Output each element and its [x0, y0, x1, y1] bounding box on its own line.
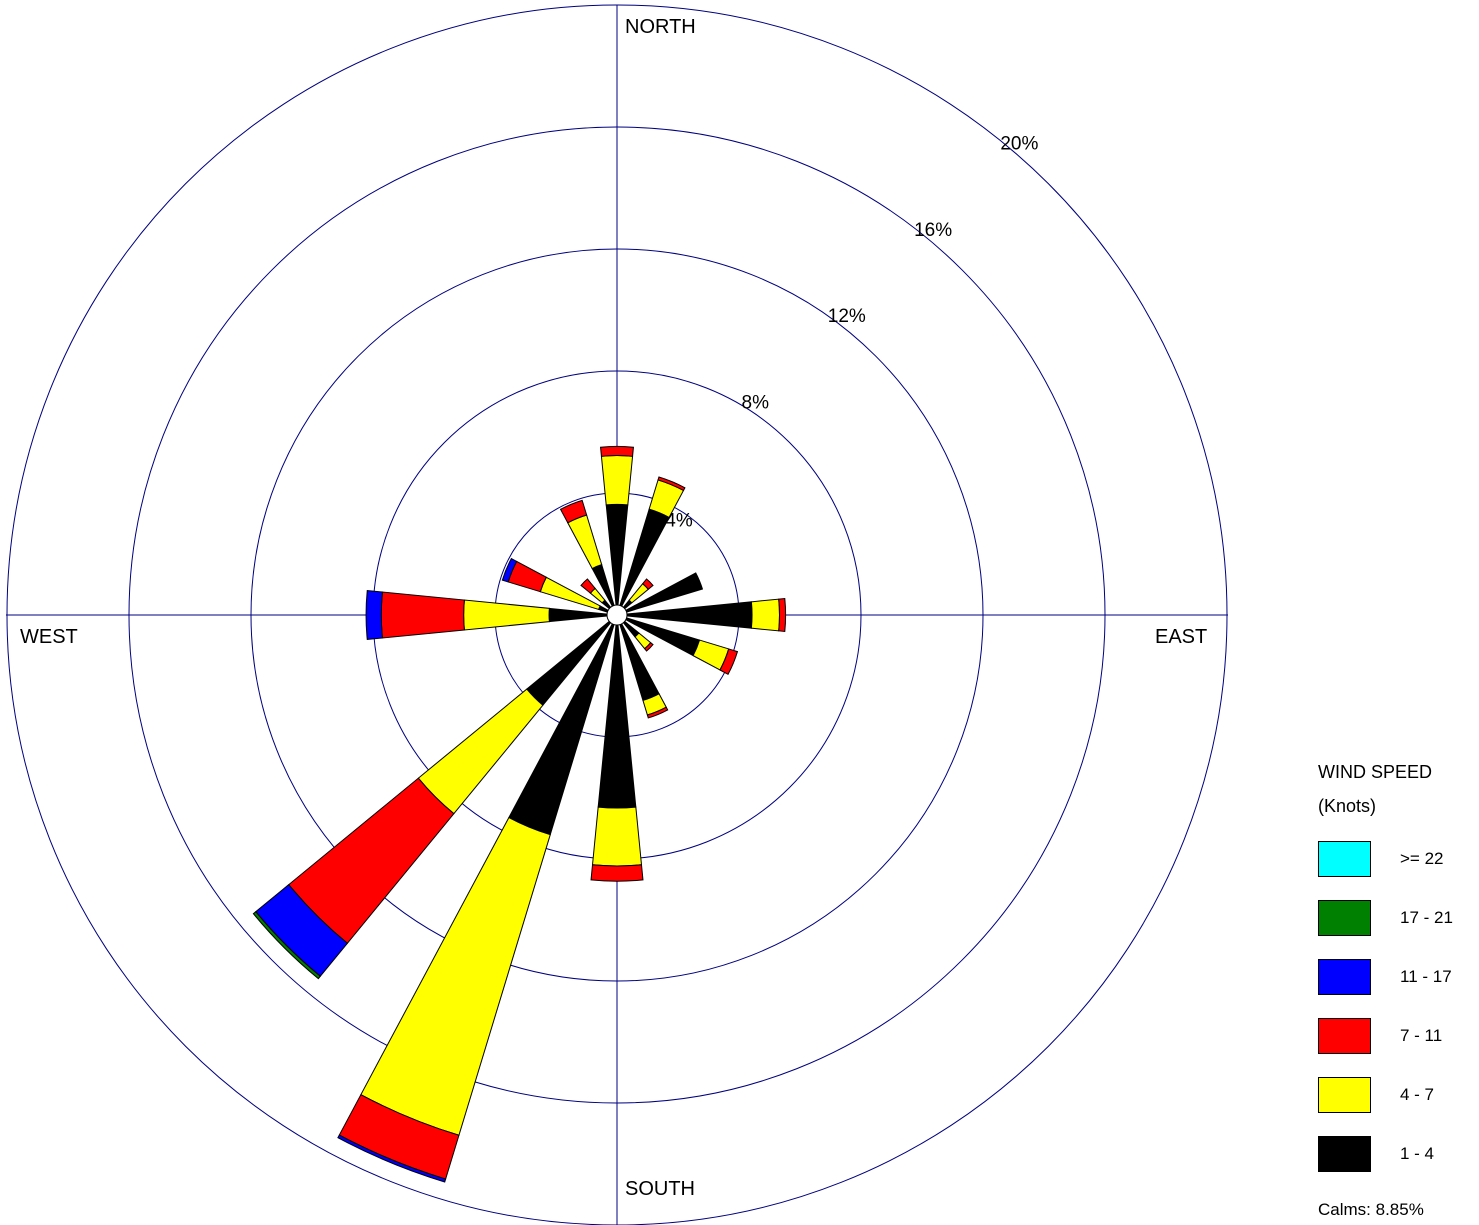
petal-e-bin-2	[778, 598, 787, 632]
wind-petals	[252, 445, 787, 1183]
legend-label: 11 - 17	[1400, 967, 1452, 986]
wind-speed-legend: WIND SPEED (Knots) >= 22 17 - 21 11 - 17…	[1318, 755, 1478, 1219]
petal-nne-bin-2	[657, 476, 686, 492]
legend-label: >= 22	[1400, 849, 1444, 868]
petal-sw-bin-4	[252, 911, 321, 980]
petal-nnw-bin-2	[559, 499, 588, 524]
legend-item: 4 - 7	[1318, 1077, 1478, 1115]
north-label: NORTH	[625, 16, 696, 38]
legend-label: 1 - 4	[1400, 1144, 1435, 1163]
ring-label: 8%	[742, 392, 770, 413]
petal-s-bin-1	[591, 806, 643, 867]
petal-w-bin-1	[463, 599, 550, 631]
legend-item: 11 - 17	[1318, 959, 1478, 997]
ring-label: 16%	[914, 220, 952, 241]
legend-label: 7 - 11	[1400, 1026, 1443, 1045]
petal-nnw-bin-1	[567, 514, 603, 570]
legend-label: 17 - 21	[1400, 908, 1453, 927]
legend-item: 7 - 11	[1318, 1018, 1478, 1056]
legend-swatch	[1318, 1077, 1371, 1113]
petal-w-bin-2	[380, 591, 465, 639]
east-label: EAST	[1155, 626, 1208, 648]
petal-w-bin-0	[548, 607, 608, 623]
legend-swatch	[1318, 841, 1371, 877]
petal-e-bin-1	[750, 598, 780, 632]
ring-labels: 4% 8% 12% 16% 20%	[665, 134, 1038, 532]
ring-label: 4%	[665, 511, 693, 532]
legend-swatch	[1318, 900, 1371, 936]
petal-w-bin-3	[365, 589, 383, 641]
ring-label: 12%	[828, 306, 866, 327]
petal-ssw-bin-3	[337, 1134, 447, 1183]
legend-label: 4 - 7	[1400, 1085, 1435, 1104]
legend-item: >= 22	[1318, 841, 1478, 879]
south-label: SOUTH	[625, 1178, 695, 1200]
petal-n-bin-2	[600, 445, 634, 457]
legend-swatch	[1318, 959, 1371, 995]
calm-circle	[606, 604, 628, 626]
legend-item: 17 - 21	[1318, 900, 1478, 938]
legend-units: (Knots)	[1318, 796, 1377, 816]
legend-swatch	[1318, 1018, 1371, 1054]
petal-n-bin-1	[600, 455, 634, 506]
petal-sse-bin-2	[646, 706, 669, 719]
petal-wnw-bin-3	[501, 557, 518, 583]
ring-label: 20%	[1000, 134, 1038, 155]
petal-ne-bin-2	[642, 578, 654, 590]
petal-s-bin-2	[590, 864, 644, 882]
legend-title: WIND SPEED	[1318, 762, 1433, 782]
calms-readout: Calms: 8.85%	[1318, 1200, 1424, 1219]
petal-se-bin-2	[643, 641, 654, 652]
legend-item: 1 - 4	[1318, 1136, 1478, 1174]
west-label: WEST	[20, 626, 78, 648]
legend-swatch	[1318, 1136, 1371, 1172]
petal-ese-bin-2	[719, 648, 739, 675]
petal-nw-bin-2	[580, 578, 596, 594]
